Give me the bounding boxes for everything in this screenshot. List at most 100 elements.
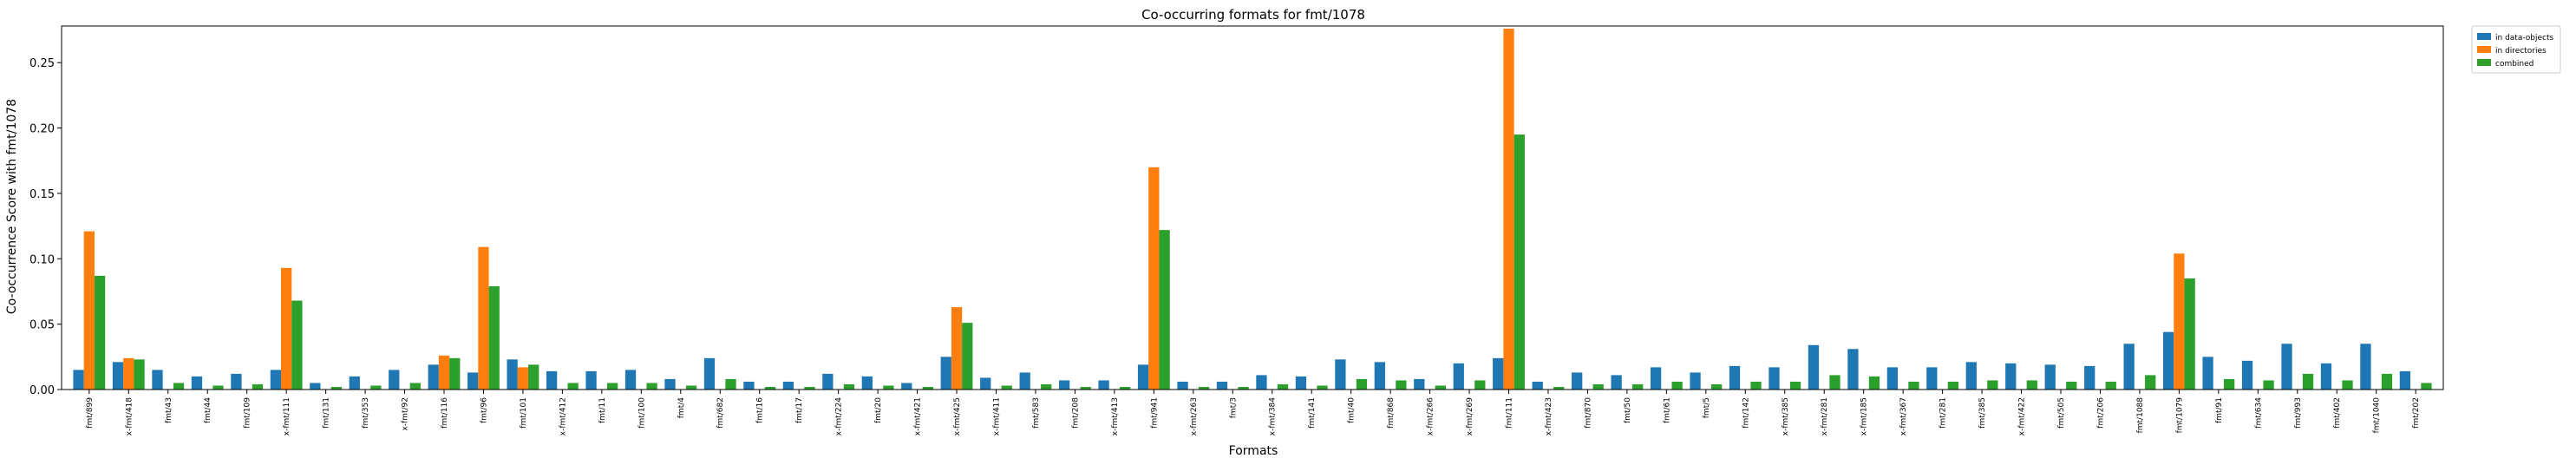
x-tick-label: x-fmt/411 (992, 397, 1001, 436)
legend-label: in data-objects (2495, 34, 2553, 43)
bar-combined (291, 300, 303, 390)
y-tick-label: 0.05 (29, 319, 55, 332)
x-tick-label: fmt/142 (1742, 397, 1750, 429)
bar-in-data-objects (1808, 344, 1820, 390)
x-tick-label: fmt/206 (2096, 397, 2105, 429)
bar-combined (843, 383, 855, 390)
bar-combined (1198, 386, 1210, 390)
bar-combined (330, 386, 343, 390)
bar-combined (646, 383, 657, 390)
x-tick-label: x-fmt/418 (125, 397, 134, 436)
bar-in-data-objects (1611, 375, 1622, 390)
bar-combined (1514, 134, 1525, 390)
bar-combined (804, 386, 815, 390)
x-tick-label: fmt/1040 (2373, 397, 2382, 434)
bar-combined (1553, 386, 1565, 390)
x-tick-label: fmt/131 (323, 397, 331, 429)
bar-in-data-objects (980, 377, 991, 390)
bar-combined (1474, 380, 1486, 390)
x-tick-label: x-fmt/422 (2018, 397, 2027, 436)
x-tick-label: fmt/208 (1071, 397, 1080, 429)
x-tick-label: fmt/870 (1584, 397, 1592, 429)
bar-in-data-objects (1453, 363, 1464, 390)
bar-combined (1710, 383, 1723, 390)
bar-in-directories (123, 357, 134, 390)
bar-combined (1001, 385, 1012, 390)
bar-combined (94, 275, 106, 390)
bar-in-data-objects (1650, 367, 1662, 390)
bar-in-data-objects (1295, 376, 1307, 390)
x-tick-label: fmt/100 (637, 397, 646, 429)
x-tick-label: fmt/1079 (2175, 397, 2184, 434)
bar-combined (1671, 381, 1683, 390)
bar-combined (2342, 380, 2353, 390)
bar-in-data-objects (1532, 381, 1543, 390)
legend-swatch (2477, 46, 2491, 53)
x-tick-label: x-fmt/185 (1860, 397, 1869, 436)
x-tick-label: fmt/40 (1348, 397, 1357, 423)
x-tick-label: fmt/141 (1308, 397, 1317, 429)
y-tick-label: 0.25 (29, 57, 55, 70)
chart-title: Co-occurring formats for fmt/1078 (1141, 7, 1365, 23)
bar-in-data-objects (2360, 344, 2371, 390)
y-tick-label: 0.10 (29, 253, 55, 266)
bar-combined (1987, 380, 1998, 390)
legend: in data-objects in directories combined (2471, 25, 2561, 74)
bar-combined (2066, 381, 2077, 390)
bar-in-directories (478, 246, 489, 390)
bar-in-data-objects (861, 376, 873, 390)
bar-in-data-objects (664, 378, 676, 390)
x-tick-label: x-fmt/421 (914, 397, 923, 436)
bar-in-data-objects (152, 370, 163, 390)
bar-combined (2145, 375, 2156, 390)
bar-in-data-objects (1256, 375, 1267, 390)
bar-in-data-objects (2241, 360, 2253, 390)
bar-combined (922, 386, 933, 390)
bar-combined (685, 385, 697, 390)
bar-in-directories (83, 231, 95, 390)
bar-combined (212, 385, 224, 390)
bar-combined (1632, 383, 1644, 390)
bar-in-data-objects (73, 370, 84, 390)
bar-in-data-objects (2044, 364, 2056, 390)
x-tick-label: fmt/101 (520, 397, 528, 429)
bar-combined (1789, 381, 1801, 390)
bar-in-data-objects (1374, 362, 1385, 390)
bar-in-data-objects (2281, 344, 2292, 390)
x-tick-label: fmt/16 (756, 397, 765, 423)
bar-in-data-objects (191, 376, 203, 390)
x-tick-label: fmt/5 (1703, 397, 1711, 418)
bar-combined (2381, 373, 2393, 390)
bar-in-data-objects (428, 364, 439, 390)
bar-in-data-objects (1886, 367, 1899, 390)
bar-combined (1238, 386, 1249, 390)
bar-combined (1750, 381, 1762, 390)
bar-in-data-objects (1572, 372, 1583, 390)
x-tick-label: x-fmt/413 (1111, 397, 1120, 436)
x-tick-label: fmt/3 (1229, 397, 1238, 418)
bar-combined (2105, 381, 2116, 390)
bar-combined (1592, 383, 1604, 390)
bar-in-data-objects (270, 370, 282, 390)
bar-in-data-objects (1098, 380, 1109, 390)
x-tick-label: x-fmt/412 (559, 397, 567, 436)
x-axis-label: Formats (1229, 444, 1278, 458)
bar-in-data-objects (389, 370, 400, 390)
bar-in-data-objects (1690, 372, 1701, 390)
bar-combined (1080, 386, 1091, 390)
bar-in-data-objects (1059, 380, 1070, 390)
x-tick-label: fmt/44 (204, 397, 212, 423)
bar-in-data-objects (310, 383, 321, 390)
bar-combined (1356, 378, 1368, 390)
bar-in-data-objects (1216, 381, 1228, 390)
bar-in-data-objects (624, 370, 637, 390)
y-tick-label: 0.00 (29, 384, 55, 397)
x-tick-label: fmt/109 (244, 397, 252, 429)
bar-in-data-objects (1019, 372, 1030, 390)
bar-combined (1317, 385, 1328, 390)
bar-in-data-objects (1729, 365, 1741, 390)
y-tick-label: 0.20 (29, 123, 55, 136)
bar-in-data-objects (1847, 349, 1859, 390)
x-tick-label: fmt/50 (1624, 397, 1632, 423)
